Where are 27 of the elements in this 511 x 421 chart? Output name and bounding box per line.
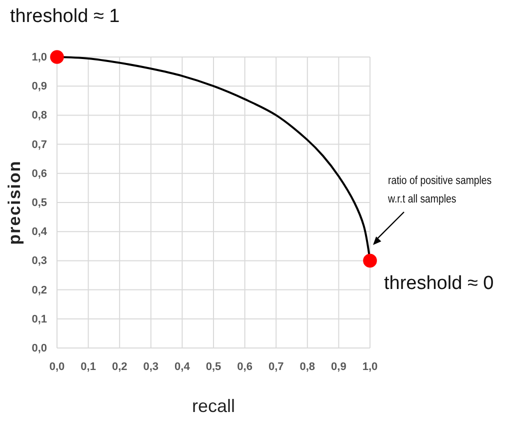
x-axis-title: recall xyxy=(192,396,236,416)
y-tick-label: 0,8 xyxy=(32,110,47,122)
y-tick-label: 0,6 xyxy=(32,168,47,180)
x-tick-label: 0,2 xyxy=(112,360,128,373)
x-tick-label: 0,4 xyxy=(174,360,191,373)
x-tick-label: 0,8 xyxy=(300,360,316,373)
y-tick-label: 0,0 xyxy=(32,342,47,355)
text: threshold ≈ 0 xyxy=(384,273,494,294)
x-tick-label: 0,7 xyxy=(268,360,284,373)
y-tick-label: 0,1 xyxy=(32,313,47,326)
y-tick-label: 0,2 xyxy=(32,284,47,296)
y-tick-label: 0,5 xyxy=(32,197,47,210)
text: ratio of positive samples w.r.t all samples xyxy=(387,175,511,206)
y-tick-label: 0,7 xyxy=(32,138,47,151)
x-tick-label: 0,0 xyxy=(49,360,65,373)
x-tick-label: 1,0 xyxy=(362,360,378,373)
y-tick-label: 0,9 xyxy=(32,80,47,93)
y-axis-title: precision xyxy=(5,160,24,245)
y-tick-label: 0,3 xyxy=(32,255,47,268)
y-tick-label: 0,4 xyxy=(32,226,48,238)
y-tick-label: 1,0 xyxy=(32,52,47,64)
text: threshold ≈ 1 xyxy=(10,6,120,27)
x-tick-label: 0,1 xyxy=(80,360,96,373)
x-tick-label: 0,6 xyxy=(237,360,252,373)
x-tick-label: 0,5 xyxy=(206,360,222,373)
x-tick-label: 0,3 xyxy=(143,360,159,373)
x-tick-label: 0,9 xyxy=(331,360,346,373)
